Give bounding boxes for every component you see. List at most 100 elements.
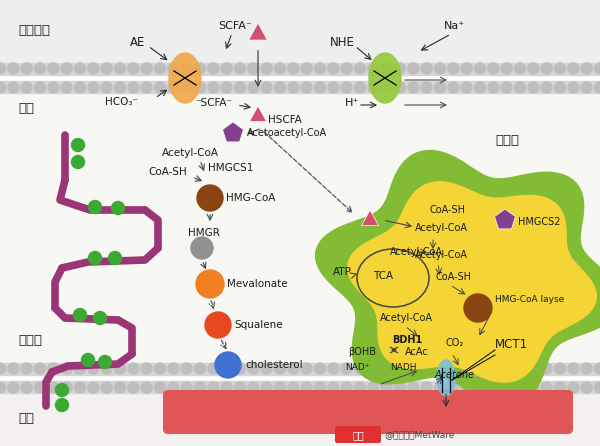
Circle shape xyxy=(381,63,392,74)
Circle shape xyxy=(528,382,539,393)
Bar xyxy=(0,0,600,78)
Circle shape xyxy=(115,63,125,74)
Circle shape xyxy=(197,185,223,211)
Circle shape xyxy=(56,398,68,412)
Circle shape xyxy=(208,382,219,393)
Circle shape xyxy=(275,363,286,374)
Bar xyxy=(0,378,600,446)
Circle shape xyxy=(434,63,445,74)
Text: 线粒体: 线粒体 xyxy=(495,133,519,146)
Text: H⁺: H⁺ xyxy=(345,98,359,108)
Circle shape xyxy=(248,63,259,74)
Circle shape xyxy=(554,63,566,74)
Circle shape xyxy=(275,63,286,74)
Circle shape xyxy=(168,82,179,93)
Circle shape xyxy=(568,82,579,93)
Circle shape xyxy=(541,63,552,74)
Circle shape xyxy=(168,363,179,374)
Circle shape xyxy=(155,363,166,374)
Circle shape xyxy=(421,382,432,393)
Text: SCFA⁻: SCFA⁻ xyxy=(218,21,252,31)
Circle shape xyxy=(541,82,552,93)
Circle shape xyxy=(0,82,5,93)
Text: NADH: NADH xyxy=(390,363,416,372)
Circle shape xyxy=(235,363,245,374)
Circle shape xyxy=(275,82,286,93)
Circle shape xyxy=(141,63,152,74)
Circle shape xyxy=(448,63,459,74)
Circle shape xyxy=(355,382,365,393)
Circle shape xyxy=(341,363,352,374)
Circle shape xyxy=(448,363,459,374)
Circle shape xyxy=(475,82,485,93)
Circle shape xyxy=(8,63,19,74)
Circle shape xyxy=(194,363,205,374)
Text: HMG-CoA: HMG-CoA xyxy=(226,193,275,203)
Circle shape xyxy=(581,82,592,93)
Circle shape xyxy=(395,382,406,393)
Circle shape xyxy=(488,63,499,74)
Circle shape xyxy=(181,82,192,93)
Bar xyxy=(0,363,600,375)
Circle shape xyxy=(115,382,125,393)
Text: Mevalonate: Mevalonate xyxy=(227,279,287,289)
Circle shape xyxy=(581,382,592,393)
Circle shape xyxy=(421,82,432,93)
Circle shape xyxy=(88,63,99,74)
Circle shape xyxy=(35,63,46,74)
Circle shape xyxy=(248,382,259,393)
Bar xyxy=(0,376,600,380)
Text: Acetyl-CoA: Acetyl-CoA xyxy=(390,247,443,257)
Circle shape xyxy=(101,382,112,393)
Circle shape xyxy=(488,382,499,393)
Circle shape xyxy=(314,363,325,374)
Circle shape xyxy=(568,382,579,393)
Circle shape xyxy=(595,382,600,393)
Circle shape xyxy=(515,382,526,393)
Polygon shape xyxy=(494,209,515,229)
Circle shape xyxy=(71,156,85,169)
FancyBboxPatch shape xyxy=(163,390,573,434)
Circle shape xyxy=(128,382,139,393)
Circle shape xyxy=(381,82,392,93)
Circle shape xyxy=(355,82,365,93)
Text: AcAc: AcAc xyxy=(405,347,429,357)
Text: HMG-CoA layse: HMG-CoA layse xyxy=(495,296,564,305)
Circle shape xyxy=(488,82,499,93)
Polygon shape xyxy=(315,150,600,406)
Circle shape xyxy=(61,63,72,74)
Circle shape xyxy=(368,63,379,74)
Circle shape xyxy=(48,82,59,93)
Circle shape xyxy=(408,63,419,74)
Text: 胞内: 胞内 xyxy=(18,102,34,115)
Circle shape xyxy=(194,82,205,93)
Circle shape xyxy=(434,363,445,374)
Circle shape xyxy=(248,363,259,374)
Text: 血管: 血管 xyxy=(18,412,34,425)
Text: βOHB: βOHB xyxy=(348,347,376,357)
Polygon shape xyxy=(223,122,244,142)
Circle shape xyxy=(56,384,68,396)
Polygon shape xyxy=(250,106,266,121)
Text: TCA: TCA xyxy=(373,271,393,281)
Circle shape xyxy=(101,63,112,74)
Circle shape xyxy=(395,82,406,93)
Circle shape xyxy=(421,63,432,74)
Bar xyxy=(0,75,600,80)
Circle shape xyxy=(35,82,46,93)
Circle shape xyxy=(128,363,139,374)
Circle shape xyxy=(128,82,139,93)
Text: CoA-SH: CoA-SH xyxy=(430,205,466,215)
Text: HCO₃⁻: HCO₃⁻ xyxy=(105,97,138,107)
Circle shape xyxy=(35,363,46,374)
Circle shape xyxy=(112,202,125,215)
Bar xyxy=(0,81,600,93)
Circle shape xyxy=(488,363,499,374)
FancyBboxPatch shape xyxy=(335,426,381,443)
Circle shape xyxy=(314,82,325,93)
Circle shape xyxy=(515,82,526,93)
Ellipse shape xyxy=(169,53,201,103)
Circle shape xyxy=(541,382,552,393)
Circle shape xyxy=(221,382,232,393)
Circle shape xyxy=(568,363,579,374)
